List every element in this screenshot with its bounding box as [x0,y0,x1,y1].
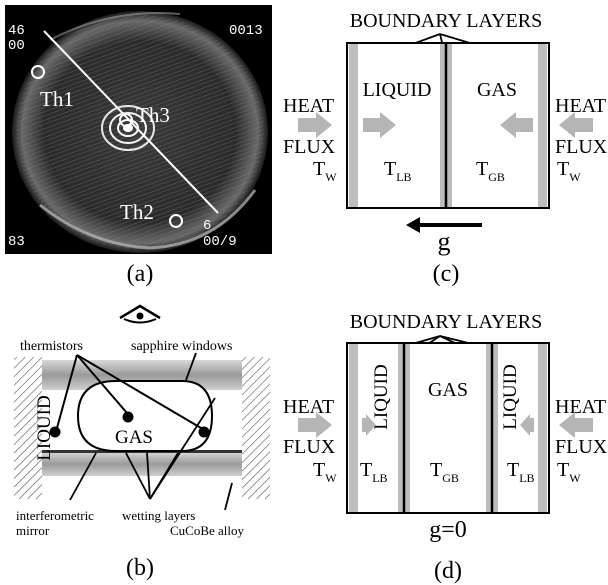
th3-label: Th3 [136,103,170,127]
heat-arrow-left-inner [363,112,396,138]
bubble-ring [101,105,155,151]
tlb-c: TLB [384,158,412,184]
cell-box-d [346,342,550,514]
flux-label-left-c: FLUX [283,136,336,158]
heat-label-right-c: HEAT [555,95,606,117]
liquid-label-d-left: LIQUID [371,364,392,429]
panel-label-d: (d) [434,558,462,584]
bright-rim-arc-top [49,12,181,41]
alloy-label: CuCoBe alloy [170,523,245,538]
corner-top-left-line2: 00 [8,38,25,54]
boundary-layers-title-d: BOUNDARY LAYERS [350,311,542,333]
interferometric-label-1: interferometric [16,508,94,523]
heat-label-right-d: HEAT [555,396,606,418]
panel-label-b: (b) [126,555,154,581]
panel-c: BOUNDARY LAYERS LIQUID GAS HEAT FLUX HEA… [283,10,608,287]
gas-label: GAS [115,427,153,448]
tgb-d: TGB [430,459,459,485]
boundary-layer-wall-right-d [538,344,547,512]
corner-bottom-left: 83 [8,234,25,250]
pointer-line [125,452,151,500]
panel-a: Th1 Th3 Th2 46 00 0013 83 6 00/9 (a) [5,5,272,287]
heat-label-left-d: HEAT [283,396,334,418]
alloy-wall-right [242,357,270,499]
gravity-label-d: g=0 [429,517,467,543]
th2-label: Th2 [120,200,154,224]
thermistor-dot-center [122,411,134,423]
pointer-line [224,482,233,511]
wetting-layers-label: wetting layers [122,508,195,523]
flux-label-right-c: FLUX [555,136,608,158]
liquid-label: LIQUID [34,395,55,460]
liquid-label-c: LIQUID [363,79,432,101]
liquid-label-d-right: LIQUID [500,364,521,429]
heat-arrow-right-inner [500,112,533,138]
corner-top-right: 0013 [229,23,263,39]
interferometric-label-2: mirror [16,523,50,538]
gas-label-c: GAS [477,79,517,101]
heat-arrow-left-inner-d [362,414,376,436]
eye-icon [119,304,161,324]
corner-bottom-right-line1: 6 [203,218,211,234]
corner-bottom-right-line2: 00/9 [203,234,237,250]
panel-label-c: (c) [433,261,460,287]
tw-right-c: TW [557,158,581,184]
panel-label-a: (a) [127,261,154,287]
tw-left-d: TW [313,459,337,485]
gas-label-d: GAS [428,379,468,401]
boundary-layer-wall-left-d [349,344,358,512]
heat-arrow-right-outer-d [559,412,593,438]
pointer-line [76,354,128,414]
sapphire-windows-label: sapphire windows [131,339,233,354]
panel-d: BOUNDARY LAYERS LIQUID LIQUID GAS HEAT F… [283,311,608,584]
heat-arrow-left-outer [298,112,332,138]
thermistor-dot-left [49,426,61,438]
thermistor-dot-right [198,426,210,438]
gas-bubble [76,380,214,452]
alloy-wall-left [14,357,42,499]
th1-label: Th1 [40,87,74,111]
thermistor-th1-marker [31,65,45,79]
heat-arrow-left-outer-d [298,412,332,438]
bright-rim-arc [39,189,257,250]
gravity-arrowhead [406,217,420,233]
sapphire-window-bottom [42,452,242,476]
pointer-line [69,452,97,501]
boundary-layer-wall-right [538,44,547,207]
thermistor-th3-marker [119,113,133,127]
tlb-left-d: TLB [360,459,388,485]
tlb-right-d: TLB [507,459,535,485]
flux-label-right-d: FLUX [555,436,608,458]
pointer-line [185,352,197,381]
corner-top-left-line1: 46 [8,23,25,39]
tw-right-d: TW [557,459,581,485]
bubble-ring [109,112,147,144]
flux-label-left-d: FLUX [283,436,336,458]
heat-arrow-right-inner-d [520,414,534,436]
pointer-line [56,354,78,429]
heat-label-left-c: HEAT [283,95,334,117]
boundary-layers-title-c: BOUNDARY LAYERS [350,10,542,32]
heat-arrow-right-outer [559,112,593,138]
thermistor-th2-marker [169,214,183,228]
panel-b: thermistors sapphire windows LIQUID GAS … [14,304,270,581]
tgb-c: TGB [476,158,505,184]
gravity-label-c: g [438,227,451,256]
pointer-line [76,354,202,429]
tw-left-c: TW [313,158,337,184]
thermistors-label: thermistors [20,339,83,354]
pointer-line [149,397,216,500]
boundary-layer-wall-left [349,44,358,207]
pointer-line [146,452,151,500]
